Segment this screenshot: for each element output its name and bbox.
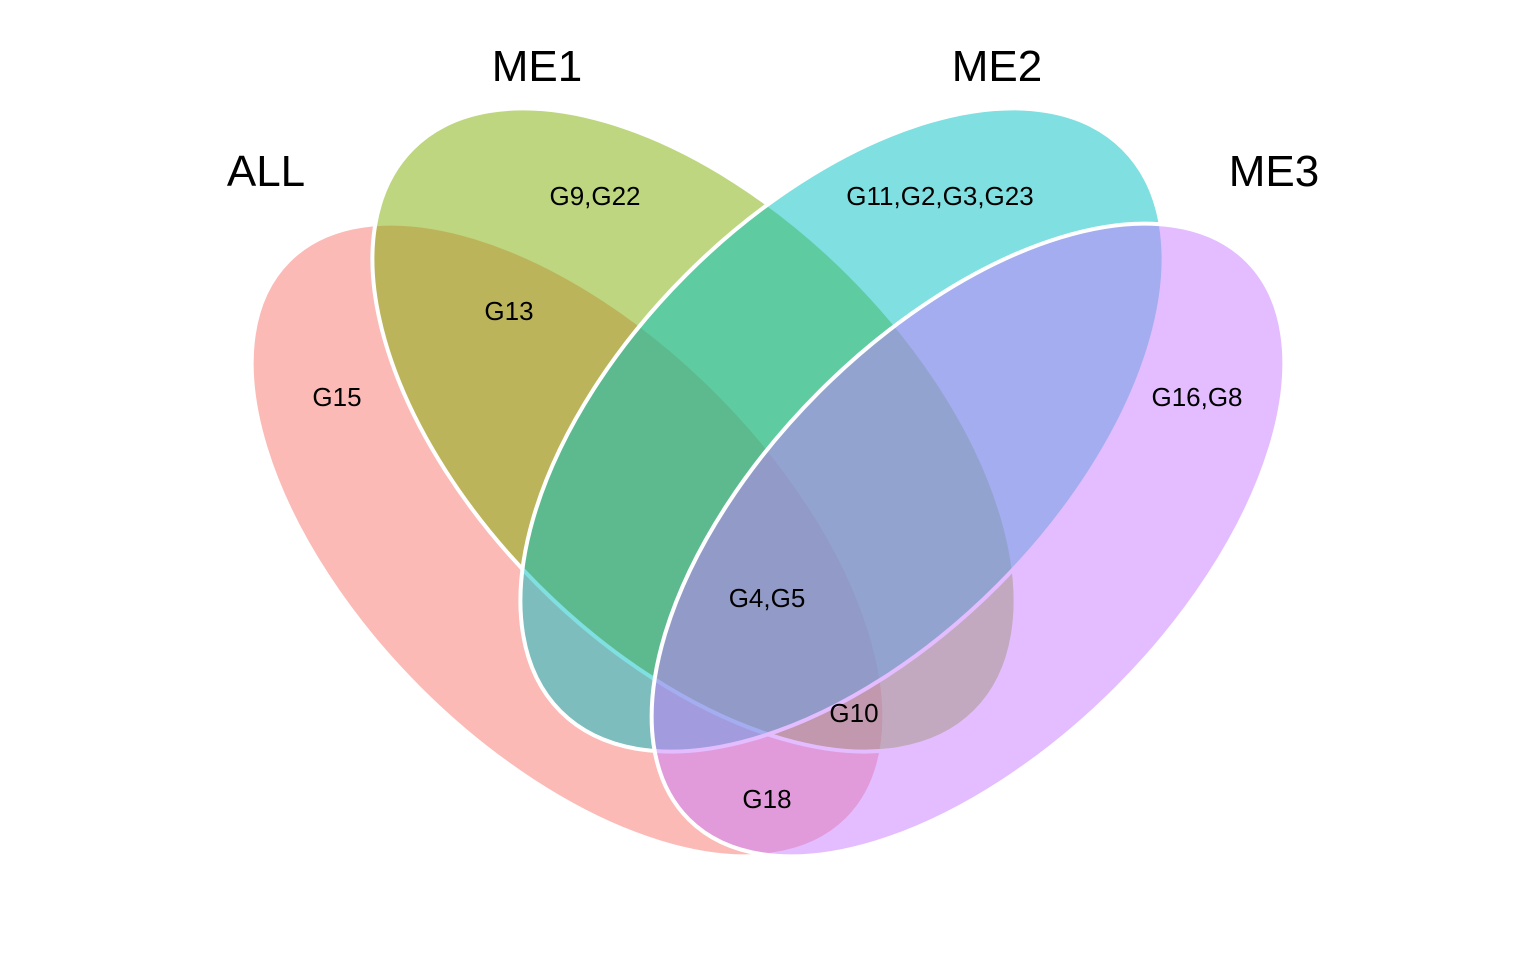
region-label-all-me1: G13 bbox=[484, 296, 533, 326]
region-label-all-me3: G18 bbox=[742, 784, 791, 814]
set-label-me1: ME1 bbox=[492, 42, 582, 91]
region-labels: G15 G9,G22 G11,G2,G3,G23 G16,G8 G13 G4,G… bbox=[312, 181, 1242, 814]
region-label-all-me2-me3: G10 bbox=[829, 698, 878, 728]
set-shapes bbox=[249, 106, 1287, 859]
region-label-me2-only: G11,G2,G3,G23 bbox=[846, 181, 1033, 211]
region-label-all-four: G4,G5 bbox=[729, 583, 806, 613]
set-label-all: ALL bbox=[227, 147, 305, 196]
region-label-me3-only: G16,G8 bbox=[1151, 382, 1242, 412]
set-label-me2: ME2 bbox=[952, 42, 1042, 91]
set-label-me3: ME3 bbox=[1229, 147, 1319, 196]
region-label-all-only: G15 bbox=[312, 382, 361, 412]
set-labels: ALL ME1 ME2 ME3 bbox=[227, 42, 1319, 196]
set-shape-me3 bbox=[649, 221, 1287, 859]
region-label-me1-only: G9,G22 bbox=[549, 181, 640, 211]
